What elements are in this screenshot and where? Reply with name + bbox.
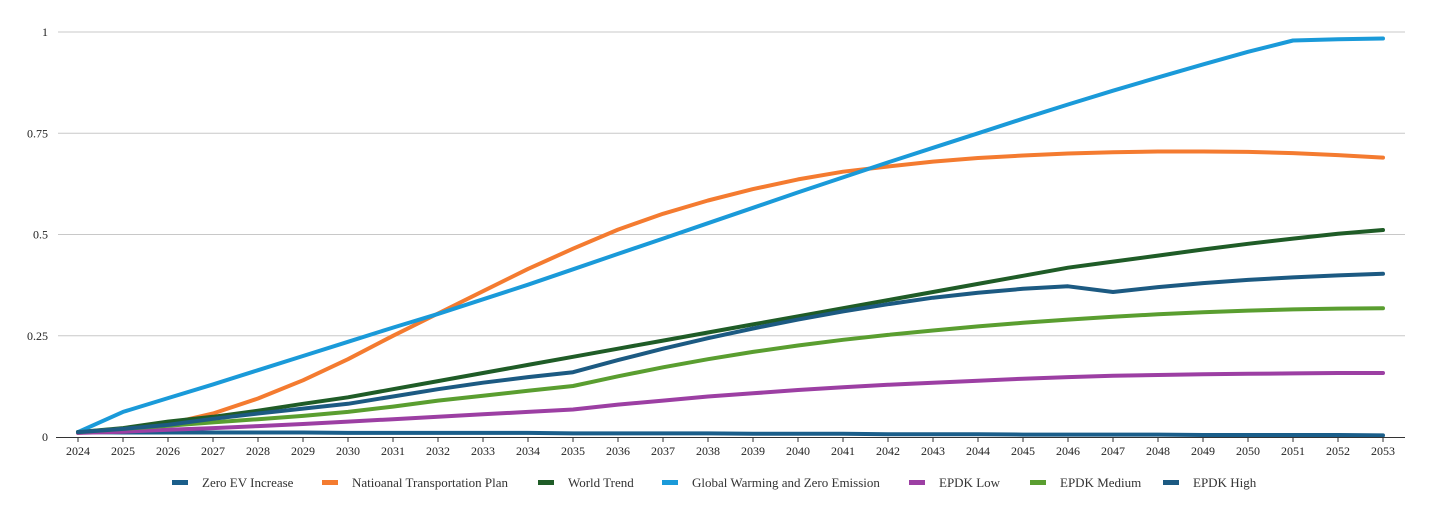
legend-item: Global Warming and Zero Emission (662, 475, 880, 490)
x-tick-label: 2052 (1326, 444, 1350, 458)
x-tick-label: 2030 (336, 444, 360, 458)
x-tick-label: 2033 (471, 444, 495, 458)
gridlines (58, 31, 1405, 337)
x-tick-label: 2043 (921, 444, 945, 458)
x-tick-label: 2046 (1056, 444, 1080, 458)
y-tick-label: 1 (42, 25, 48, 39)
x-tick-label: 2026 (156, 444, 180, 458)
legend-label: EPDK Low (939, 475, 1001, 490)
series-line-1 (76, 430, 1385, 438)
x-axis-ticks: 2024 2025 2026 2027 2028 2029 2030 2031 2032 2033… (66, 437, 1395, 458)
series-lines (76, 36, 1385, 438)
legend-label: World Trend (568, 475, 634, 490)
legend-item: World Trend (538, 475, 634, 490)
legend-item: EPDK Low (909, 475, 1001, 490)
series-line-6 (76, 306, 1385, 435)
x-tick-label: 2029 (291, 444, 315, 458)
y-axis-ticks: 0 0.25 0.5 0.75 1 (27, 25, 48, 444)
series-line-3 (76, 228, 1385, 435)
x-tick-label: 2051 (1281, 444, 1305, 458)
x-tick-label: 2032 (426, 444, 450, 458)
legend-swatch (538, 480, 554, 485)
x-tick-label: 2047 (1101, 444, 1125, 458)
series-line-7 (76, 271, 1385, 435)
legend-item: Natioanal Transportation Plan (322, 475, 508, 490)
series-line-5 (76, 371, 1385, 435)
x-tick-label: 2037 (651, 444, 675, 458)
x-tick-label: 2031 (381, 444, 405, 458)
x-tick-label: 2039 (741, 444, 765, 458)
x-tick-label: 2042 (876, 444, 900, 458)
legend-swatch (909, 480, 925, 485)
y-tick-label: 0.5 (33, 228, 48, 242)
x-tick-label: 2044 (966, 444, 990, 458)
x-tick-label: 2038 (696, 444, 720, 458)
legend-label: Natioanal Transportation Plan (352, 475, 508, 490)
series-line-2 (76, 149, 1385, 435)
x-tick-label: 2053 (1371, 444, 1395, 458)
series-line-4 (76, 36, 1385, 435)
legend-label: Global Warming and Zero Emission (692, 475, 880, 490)
x-tick-label: 2045 (1011, 444, 1035, 458)
legend-swatch (322, 480, 338, 485)
legend-item: Zero EV Increase (172, 475, 294, 490)
legend-item: EPDK High (1163, 475, 1257, 490)
x-tick-label: 2048 (1146, 444, 1170, 458)
legend: Zero EV Increase Natioanal Transportation… (172, 475, 1257, 490)
x-tick-label: 2034 (516, 444, 540, 458)
legend-swatch (662, 480, 678, 485)
legend-label: EPDK High (1193, 475, 1257, 490)
x-tick-label: 2028 (246, 444, 270, 458)
x-tick-label: 2024 (66, 444, 90, 458)
legend-swatch (1163, 480, 1179, 485)
legend-swatch (1030, 480, 1046, 485)
legend-swatch (172, 480, 188, 485)
y-tick-label: 0.25 (27, 329, 48, 343)
x-tick-label: 2040 (786, 444, 810, 458)
x-tick-label: 2025 (111, 444, 135, 458)
y-tick-label: 0.75 (27, 126, 48, 140)
legend-label: EPDK Medium (1060, 475, 1141, 490)
x-tick-label: 2035 (561, 444, 585, 458)
x-tick-label: 2041 (831, 444, 855, 458)
x-tick-label: 2027 (201, 444, 225, 458)
x-tick-label: 2049 (1191, 444, 1215, 458)
x-tick-label: 2050 (1236, 444, 1260, 458)
x-tick-label: 2036 (606, 444, 630, 458)
legend-item: EPDK Medium (1030, 475, 1141, 490)
legend-label: Zero EV Increase (202, 475, 294, 490)
y-tick-label: 0 (42, 430, 48, 444)
